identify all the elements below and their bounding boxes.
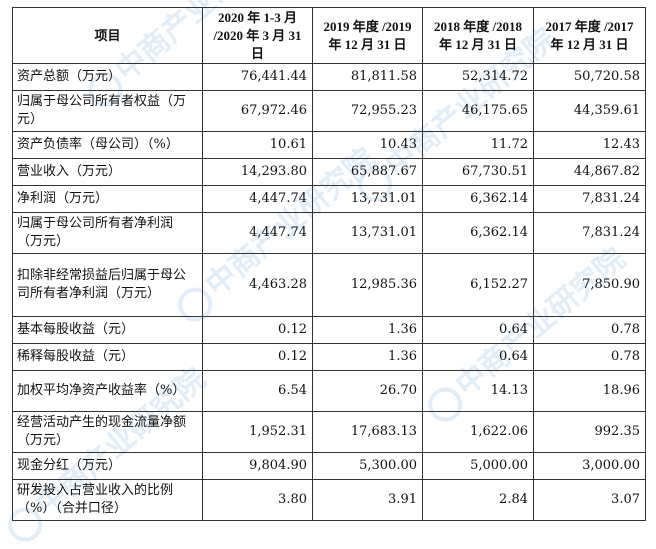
row-value: 992.35	[533, 411, 646, 453]
row-value: 17,683.13	[312, 411, 423, 453]
row-value: 7,831.24	[533, 185, 646, 213]
row-label: 资产总额（万元）	[12, 63, 203, 91]
row-label: 基本每股收益（元）	[12, 316, 203, 344]
row-value: 65,887.67	[312, 158, 423, 186]
row-value: 81,811.58	[312, 63, 423, 91]
row-label: 研发投入占营业收入的比例（%）（合并口径）	[12, 479, 203, 521]
table-row: 稀释每股收益（元） 0.12 1.36 0.64 0.78	[12, 343, 646, 371]
row-value: 0.64	[422, 316, 534, 344]
row-value: 0.64	[422, 343, 534, 371]
row-value: 0.78	[533, 343, 646, 371]
row-value: 3,000.00	[533, 452, 646, 480]
row-value: 3.07	[533, 479, 646, 521]
row-value: 5,000.00	[422, 452, 534, 480]
financial-indicators-table: 项目 2020 年 1-3 月 /2020 年 3 月 31 日 2019 年度…	[12, 7, 646, 521]
row-value: 1,952.31	[202, 411, 313, 453]
row-value: 7,850.90	[533, 253, 646, 317]
row-value: 67,972.46	[202, 90, 313, 132]
row-value: 18.96	[533, 370, 646, 412]
table-row: 扣除非经常损益后归属于母公司所有者净利润（万元） 4,463.28 12,985.3…	[12, 253, 646, 317]
row-label: 归属于母公司所有者权益（万元）	[12, 90, 203, 132]
table-row: 加权平均净资产收益率（%） 6.54 26.70 14.13 18.96	[12, 370, 646, 412]
row-value: 14,293.80	[202, 158, 313, 186]
row-value: 0.78	[533, 316, 646, 344]
table-row: 净利润（万元） 4,447.74 13,731.01 6,362.14 7,831.24	[12, 185, 646, 213]
row-value: 44,867.82	[533, 158, 646, 186]
row-label: 稀释每股收益（元）	[12, 343, 203, 371]
header-2017: 2017 年度 /2017 年 12 月 31 日	[533, 7, 646, 64]
row-label: 现金分红（万元）	[12, 452, 203, 480]
header-item: 项目	[12, 7, 203, 64]
row-value: 0.12	[202, 316, 313, 344]
row-value: 7,831.24	[533, 212, 646, 254]
row-value: 2.84	[422, 479, 534, 521]
header-2020q1: 2020 年 1-3 月 /2020 年 3 月 31 日	[202, 7, 313, 64]
table-row: 现金分红（万元） 9,804.90 5,300.00 5,000.00 3,000.00	[12, 452, 646, 480]
row-value: 13,731.01	[312, 212, 423, 254]
row-label: 营业收入（万元）	[12, 158, 203, 186]
header-2018: 2018 年度 /2018 年 12 月 31 日	[422, 7, 534, 64]
row-value: 4,447.74	[202, 212, 313, 254]
row-value: 4,463.28	[202, 253, 313, 317]
row-value: 4,447.74	[202, 185, 313, 213]
row-value: 76,441.44	[202, 63, 313, 91]
table-row: 归属于母公司所有者净利润（万元） 4,447.74 13,731.01 6,362.1…	[12, 212, 646, 254]
row-value: 6,362.14	[422, 185, 534, 213]
row-value: 6,152.27	[422, 253, 534, 317]
row-value: 26.70	[312, 370, 423, 412]
row-value: 10.61	[202, 131, 313, 159]
row-label: 扣除非经常损益后归属于母公司所有者净利润（万元）	[12, 253, 203, 317]
row-value: 0.12	[202, 343, 313, 371]
table-header-row: 项目 2020 年 1-3 月 /2020 年 3 月 31 日 2019 年度…	[12, 7, 646, 64]
table-row: 研发投入占营业收入的比例（%）（合并口径） 3.80 3.91 2.84 3.07	[12, 479, 646, 521]
row-value: 67,730.51	[422, 158, 534, 186]
table-row: 营业收入（万元） 14,293.80 65,887.67 67,730.51 44,86…	[12, 158, 646, 186]
row-value: 12.43	[533, 131, 646, 159]
row-value: 52,314.72	[422, 63, 534, 91]
row-value: 11.72	[422, 131, 534, 159]
row-label: 资产负债率（母公司）（%）	[12, 131, 203, 159]
row-label: 归属于母公司所有者净利润（万元）	[12, 212, 203, 254]
row-value: 12,985.36	[312, 253, 423, 317]
row-value: 46,175.65	[422, 90, 534, 132]
row-value: 10.43	[312, 131, 423, 159]
row-label: 加权平均净资产收益率（%）	[12, 370, 203, 412]
table-row: 归属于母公司所有者权益（万元） 67,972.46 72,955.23 46,175.…	[12, 90, 646, 132]
row-value: 13,731.01	[312, 185, 423, 213]
row-value: 1,622.06	[422, 411, 534, 453]
row-value: 5,300.00	[312, 452, 423, 480]
row-value: 6,362.14	[422, 212, 534, 254]
row-value: 50,720.58	[533, 63, 646, 91]
row-value: 44,359.61	[533, 90, 646, 132]
row-value: 3.91	[312, 479, 423, 521]
table-row: 资产总额（万元） 76,441.44 81,811.58 52,314.72 50,72…	[12, 63, 646, 91]
row-value: 1.36	[312, 316, 423, 344]
row-label: 经营活动产生的现金流量净额（万元）	[12, 411, 203, 453]
row-value: 14.13	[422, 370, 534, 412]
table-row: 资产负债率（母公司）（%） 10.61 10.43 11.72 12.43	[12, 131, 646, 159]
row-value: 3.80	[202, 479, 313, 521]
table-row: 经营活动产生的现金流量净额（万元） 1,952.31 17,683.13 1,622.…	[12, 411, 646, 453]
row-value: 9,804.90	[202, 452, 313, 480]
row-value: 6.54	[202, 370, 313, 412]
table-row: 基本每股收益（元） 0.12 1.36 0.64 0.78	[12, 316, 646, 344]
row-value: 1.36	[312, 343, 423, 371]
header-2019: 2019 年度 /2019 年 12 月 31 日	[312, 7, 423, 64]
row-label: 净利润（万元）	[12, 185, 203, 213]
row-value: 72,955.23	[312, 90, 423, 132]
